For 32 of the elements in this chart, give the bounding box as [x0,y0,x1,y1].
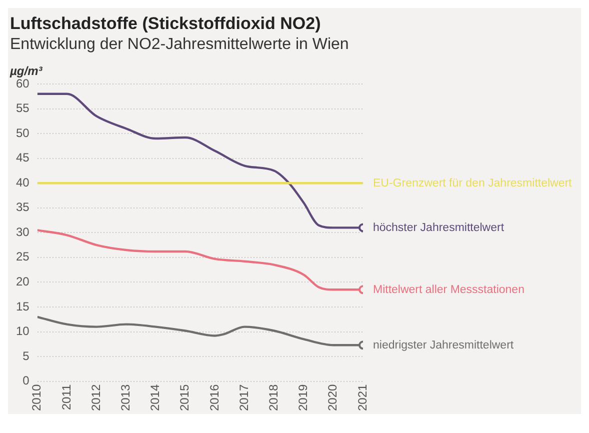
x-tick-label: 2019 [296,384,310,412]
x-tick-label: 2020 [326,384,340,412]
series-label: Mittelwert aller Messstationen [373,284,524,296]
series-label: höchster Jahresmittelwert [373,222,505,234]
chart-subtitle: Entwicklung der NO2-Jahresmittelwerte in Wien [9,35,350,54]
series-label: niedrigster Jahresmittelwert [373,339,514,352]
y-tick-label: 0 [22,374,30,388]
y-tick-label: 30 [16,224,30,239]
y-tick-label: 60 [16,76,30,90]
y-tick-label: 25 [16,250,30,264]
x-tick-label: 2010 [30,384,44,412]
y-tick-label: 5 [22,348,30,363]
y-tick-label: 35 [16,200,30,214]
x-tick-label: 2014 [148,384,162,412]
y-axis-title: µg/m³ [10,64,42,78]
y-tick-label: 15 [16,299,30,314]
chart-title: Luftschadstoffe (Stickstoffdioxid NO2) [9,13,322,34]
y-tick-label: 20 [16,274,30,289]
y-tick-label: 40 [16,175,30,190]
x-tick-label: 2011 [59,384,74,410]
y-tick-label: 10 [16,324,30,338]
ref-line-label: EU-Grenzwert für den Jahresmittelwert [373,177,573,190]
x-tick-label: 2012 [88,384,103,412]
y-tick-label: 55 [16,101,30,116]
x-tick-label: 2016 [207,384,222,412]
x-tick-label: 2015 [178,384,192,412]
y-tick-label: 45 [16,150,30,165]
x-tick-label: 2021 [355,384,370,412]
x-tick-label: 2013 [118,384,132,412]
x-tick-label: 2017 [236,384,251,412]
y-tick-label: 50 [16,126,30,140]
x-tick-label: 2018 [266,384,280,412]
